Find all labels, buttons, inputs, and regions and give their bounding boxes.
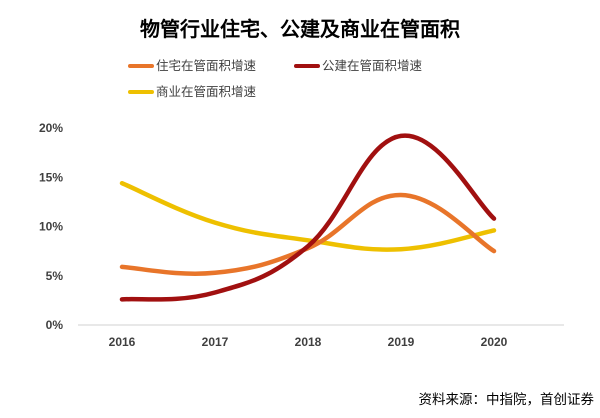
x-tick-label-2019: 2019 [388,335,415,349]
legend-label-2: 公建在管面积增速 [322,58,423,73]
x-tick-label-2020: 2020 [481,335,508,349]
x-tick-label-2016: 2016 [109,335,136,349]
y-tick-label-20: 20% [39,121,63,135]
chart-title: 物管行业住宅、公建及商业在管面积 [140,17,460,41]
series-line-3 [119,180,497,252]
series-lines [119,133,497,302]
legend-label-1: 住宅在管面积增速 [156,58,257,73]
y-tick-label-15: 15% [39,170,63,184]
y-axis: 0% 5% 10% 15% 20% [39,121,63,332]
x-tick-label-2018: 2018 [295,335,322,349]
x-axis: 2016 2017 2018 2019 2020 [78,324,564,349]
source-note: 资料来源：中指院，首创证券 [419,392,595,408]
x-tick-label-2017: 2017 [202,335,229,349]
y-tick-label-5: 5% [46,269,64,283]
y-tick-label-0: 0% [46,318,64,332]
legend-label-3: 商业在管面积增速 [156,84,257,99]
y-tick-label-10: 10% [39,220,63,234]
series-line-2 [119,133,497,302]
